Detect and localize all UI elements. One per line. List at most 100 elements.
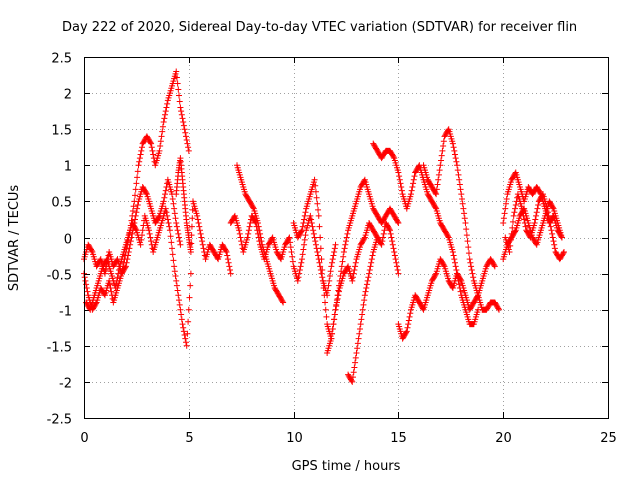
data-point [456, 181, 463, 188]
data-point [435, 171, 442, 178]
data-point [150, 151, 157, 158]
data-point [519, 205, 526, 212]
data-point [176, 98, 183, 105]
data-point [395, 169, 402, 176]
data-point [512, 170, 519, 177]
data-point [287, 244, 294, 251]
data-point [132, 212, 139, 219]
data-point [198, 234, 205, 241]
data-point [134, 202, 141, 209]
y-tick-label: -1 [59, 305, 72, 320]
data-point [532, 216, 539, 223]
data-point [163, 104, 170, 111]
data-point [449, 248, 456, 255]
data-point [176, 297, 183, 304]
data-point [361, 292, 368, 299]
data-point [551, 241, 558, 248]
data-point [507, 236, 514, 243]
data-point [188, 240, 195, 247]
data-point [106, 281, 113, 288]
data-point [180, 118, 187, 125]
data-point [390, 153, 397, 160]
data-point [465, 244, 472, 251]
data-point [522, 223, 529, 230]
data-point [333, 299, 340, 306]
data-point [470, 274, 477, 281]
data-point [510, 212, 517, 219]
data-point [457, 186, 464, 193]
data-point [163, 209, 170, 216]
data-point [359, 311, 366, 318]
data-point [159, 123, 166, 130]
data-point [327, 268, 334, 275]
data-point [558, 234, 565, 241]
data-point [545, 212, 552, 219]
data-point [340, 253, 347, 260]
data-point [535, 202, 542, 209]
data-point [187, 248, 194, 255]
data-point [450, 252, 457, 259]
data-point [548, 227, 555, 234]
data-point [147, 139, 154, 146]
data-point [366, 266, 373, 273]
data-point [185, 318, 192, 325]
data-point [223, 248, 230, 255]
data-point [339, 258, 346, 265]
data-point [394, 266, 401, 273]
data-point [453, 266, 460, 273]
data-point [175, 292, 182, 299]
data-point [132, 186, 139, 193]
data-point [176, 92, 183, 99]
data-point [196, 223, 203, 230]
data-point [330, 252, 337, 259]
data-point [171, 268, 178, 275]
data-point [301, 216, 308, 223]
data-point [549, 204, 556, 211]
data-point [314, 200, 321, 207]
data-point [317, 234, 324, 241]
data-point [138, 232, 145, 239]
data-point [544, 209, 551, 216]
data-point [182, 335, 189, 342]
data-point [307, 212, 314, 219]
data-point [316, 223, 323, 230]
data-point [175, 230, 182, 237]
data-point [314, 248, 321, 255]
data-point [125, 252, 132, 259]
data-point [169, 195, 176, 202]
data-point [349, 374, 356, 381]
data-point [245, 230, 252, 237]
data-point [189, 215, 196, 222]
y-tick-label: -2 [59, 377, 72, 392]
data-point [354, 345, 361, 352]
data-point [404, 324, 411, 331]
data-point [340, 248, 347, 255]
data-point [317, 245, 324, 252]
data-point [97, 257, 104, 264]
data-point [245, 227, 252, 234]
data-point [277, 254, 284, 261]
data-point [287, 239, 294, 246]
data-point [360, 301, 367, 308]
data-point [456, 176, 463, 183]
data-point [162, 191, 169, 198]
data-point [379, 238, 386, 245]
data-point [455, 171, 462, 178]
data-point [544, 205, 551, 212]
data-point [160, 118, 167, 125]
data-point [500, 215, 507, 222]
data-point [165, 220, 172, 227]
data-point [197, 230, 204, 237]
data-point [410, 180, 417, 187]
data-point [134, 168, 141, 175]
data-point [395, 270, 402, 277]
data-point [181, 331, 188, 338]
data-point [547, 223, 554, 230]
data-point [343, 234, 350, 241]
data-point [312, 182, 319, 189]
data-point [113, 281, 120, 288]
data-point [183, 137, 190, 144]
data-point [122, 264, 129, 271]
data-point [180, 122, 187, 129]
data-point [330, 321, 337, 328]
